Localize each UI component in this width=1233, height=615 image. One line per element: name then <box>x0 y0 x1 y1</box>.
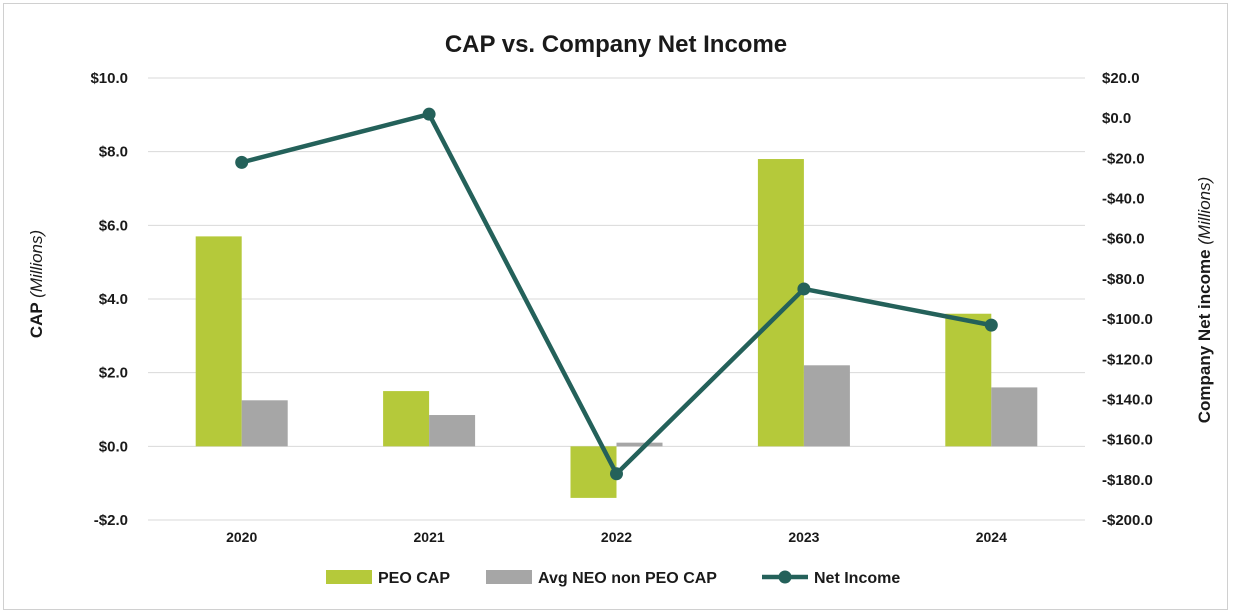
gridlines <box>148 77 1085 521</box>
left-axis-title-unit: (Millions) <box>27 230 46 298</box>
legend-swatch-peo-cap <box>326 570 372 584</box>
legend: PEO CAP Avg NEO non PEO CAP Net Income <box>326 570 900 587</box>
right-tick-label: -$80.0 <box>1102 271 1145 288</box>
category-label: 2021 <box>414 529 445 545</box>
category-label: 2020 <box>226 529 257 545</box>
category-label: 2023 <box>788 529 819 545</box>
left-axis-title-main: CAP <box>27 303 46 339</box>
bar-peo-cap-2021 <box>383 391 430 447</box>
bar-peo-cap-2020 <box>195 236 242 447</box>
right-tick-label: -$40.0 <box>1102 191 1145 208</box>
right-tick-label: -$140.0 <box>1102 391 1153 408</box>
chart-title: CAP vs. Company Net Income <box>445 31 787 58</box>
legend-swatch-avg-neo-cap <box>486 570 532 584</box>
left-tick-label: $10.0 <box>90 70 128 87</box>
legend-label-avg-neo-cap: Avg NEO non PEO CAP <box>538 570 717 587</box>
right-axis-ticks: -$200.0 -$180.0 -$160.0 -$140.0 -$120.0 -$100… <box>1102 70 1153 529</box>
right-tick-label: -$60.0 <box>1102 231 1145 248</box>
bar-avg-neo-cap-2024 <box>991 387 1038 447</box>
chart-frame <box>3 3 1228 610</box>
left-tick-label: $6.0 <box>99 217 128 234</box>
net-income-line-group <box>235 107 998 481</box>
bar-avg-neo-cap-2020 <box>241 400 288 447</box>
net-income-point-2021 <box>422 107 436 121</box>
category-label: 2022 <box>601 529 632 545</box>
right-tick-label: -$200.0 <box>1102 512 1153 529</box>
right-axis-title-unit: (Millions) <box>1195 177 1214 245</box>
right-tick-label: $20.0 <box>1102 70 1140 87</box>
left-tick-label: $8.0 <box>99 144 128 161</box>
right-tick-label: $0.0 <box>1102 110 1131 127</box>
right-tick-label: -$120.0 <box>1102 351 1153 368</box>
right-tick-label: -$160.0 <box>1102 432 1153 449</box>
bar-avg-neo-cap-2023 <box>803 365 850 447</box>
right-tick-label: -$100.0 <box>1102 311 1153 328</box>
net-income-point-2023 <box>797 282 811 296</box>
legend-label-peo-cap: PEO CAP <box>378 570 450 587</box>
legend-swatch-net-income-marker <box>778 570 792 584</box>
left-tick-label: -$2.0 <box>94 512 128 529</box>
net-income-point-2024 <box>984 318 998 332</box>
net-income-line <box>241 111 992 477</box>
category-labels: 2020 2021 2022 2023 2024 <box>226 529 1007 545</box>
bar-peo-cap-2024 <box>945 313 992 447</box>
bar-avg-neo-cap-2021 <box>429 415 476 447</box>
net-income-point-2020 <box>235 155 249 169</box>
net-income-point-2022 <box>610 467 623 481</box>
bars <box>195 159 1038 498</box>
category-label: 2024 <box>976 529 1007 545</box>
left-tick-label: $0.0 <box>99 438 128 455</box>
right-tick-label: -$180.0 <box>1102 472 1153 489</box>
left-tick-label: $2.0 <box>99 365 128 382</box>
left-axis-title: CAP (Millions) <box>27 230 46 338</box>
right-axis-title-main: Company Net income <box>1195 249 1214 423</box>
right-tick-label: -$20.0 <box>1102 150 1145 167</box>
bar-peo-cap-2022 <box>570 446 617 498</box>
left-axis-ticks: -$2.0 $0.0 $2.0 $4.0 $6.0 $8.0 $10.0 <box>90 70 128 529</box>
bar-avg-neo-cap-2022 <box>616 442 663 447</box>
bar-peo-cap-2023 <box>757 159 804 447</box>
legend-label-net-income: Net Income <box>814 570 900 587</box>
right-axis-title: Company Net income (Millions) <box>1195 177 1214 424</box>
left-tick-label: $4.0 <box>99 291 128 308</box>
